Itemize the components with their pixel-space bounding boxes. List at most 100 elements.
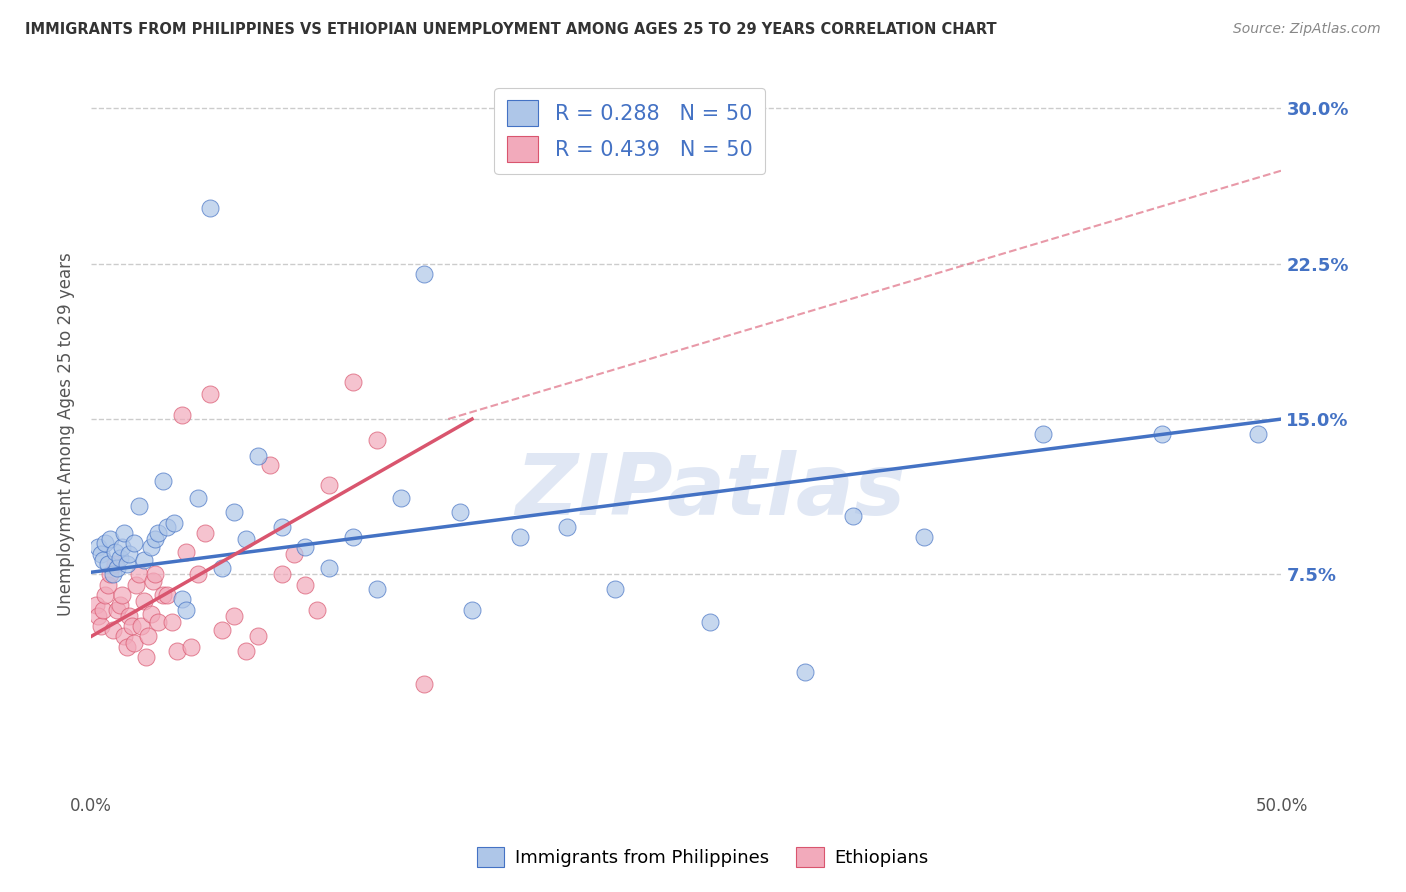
- Point: [132, 594, 155, 608]
- Point: [180, 640, 202, 654]
- Point: [129, 619, 152, 633]
- Point: [98, 532, 121, 546]
- Point: [222, 608, 245, 623]
- Point: [342, 530, 364, 544]
- Point: [128, 499, 150, 513]
- Point: [187, 567, 209, 582]
- Point: [176, 544, 198, 558]
- Text: Source: ZipAtlas.com: Source: ZipAtlas.com: [1233, 22, 1381, 37]
- Point: [132, 553, 155, 567]
- Point: [603, 582, 626, 596]
- Point: [283, 547, 305, 561]
- Point: [1152, 426, 1174, 441]
- Point: [114, 629, 136, 643]
- Point: [222, 505, 245, 519]
- Point: [413, 267, 436, 281]
- Point: [152, 588, 174, 602]
- Point: [84, 599, 107, 613]
- Text: IMMIGRANTS FROM PHILIPPINES VS ETHIOPIAN UNEMPLOYMENT AMONG AGES 25 TO 29 YEARS : IMMIGRANTS FROM PHILIPPINES VS ETHIOPIAN…: [25, 22, 997, 37]
- Point: [87, 541, 110, 555]
- Point: [198, 201, 221, 215]
- Point: [115, 557, 138, 571]
- Point: [794, 665, 817, 679]
- Point: [211, 624, 233, 638]
- Point: [91, 602, 114, 616]
- Point: [449, 505, 471, 519]
- Point: [121, 619, 143, 633]
- Point: [108, 550, 131, 565]
- Point: [115, 640, 138, 654]
- Point: [145, 567, 167, 582]
- Point: [1032, 426, 1054, 441]
- Point: [318, 561, 340, 575]
- Point: [104, 557, 127, 571]
- Point: [97, 557, 120, 571]
- Point: [198, 387, 221, 401]
- Point: [389, 491, 412, 505]
- Point: [461, 602, 484, 616]
- Point: [342, 375, 364, 389]
- Point: [170, 592, 193, 607]
- Point: [307, 602, 329, 616]
- Point: [246, 450, 269, 464]
- Point: [555, 519, 578, 533]
- Point: [122, 635, 145, 649]
- Point: [294, 541, 316, 555]
- Point: [94, 536, 117, 550]
- Point: [114, 525, 136, 540]
- Point: [90, 619, 112, 633]
- Point: [104, 544, 127, 558]
- Point: [135, 650, 157, 665]
- Point: [128, 567, 150, 582]
- Text: ZIPatlas: ZIPatlas: [515, 450, 905, 533]
- Point: [211, 561, 233, 575]
- Point: [105, 561, 128, 575]
- Point: [91, 553, 114, 567]
- Point: [842, 509, 865, 524]
- Point: [105, 602, 128, 616]
- Point: [136, 629, 159, 643]
- Point: [699, 615, 721, 629]
- Point: [166, 644, 188, 658]
- Point: [270, 519, 292, 533]
- Point: [270, 567, 292, 582]
- Point: [94, 588, 117, 602]
- Point: [156, 519, 179, 533]
- Point: [146, 615, 169, 629]
- Point: [413, 677, 436, 691]
- Point: [146, 525, 169, 540]
- Point: [366, 582, 388, 596]
- Point: [125, 577, 148, 591]
- Legend: Immigrants from Philippines, Ethiopians: Immigrants from Philippines, Ethiopians: [470, 839, 936, 874]
- Point: [139, 541, 162, 555]
- Point: [1246, 426, 1268, 441]
- Point: [194, 525, 217, 540]
- Point: [101, 567, 124, 582]
- Point: [509, 530, 531, 544]
- Point: [108, 599, 131, 613]
- Point: [111, 588, 134, 602]
- Point: [294, 577, 316, 591]
- Point: [235, 532, 257, 546]
- Point: [912, 530, 935, 544]
- Point: [163, 516, 186, 530]
- Point: [152, 474, 174, 488]
- Point: [139, 607, 162, 621]
- Point: [101, 624, 124, 638]
- Point: [235, 644, 257, 658]
- Point: [318, 478, 340, 492]
- Point: [156, 588, 179, 602]
- Point: [142, 574, 165, 588]
- Point: [97, 577, 120, 591]
- Point: [87, 608, 110, 623]
- Point: [176, 602, 198, 616]
- Legend: R = 0.288   N = 50, R = 0.439   N = 50: R = 0.288 N = 50, R = 0.439 N = 50: [495, 87, 765, 174]
- Point: [118, 608, 141, 623]
- Y-axis label: Unemployment Among Ages 25 to 29 years: Unemployment Among Ages 25 to 29 years: [58, 252, 75, 616]
- Point: [170, 408, 193, 422]
- Point: [98, 567, 121, 582]
- Point: [246, 629, 269, 643]
- Point: [122, 536, 145, 550]
- Point: [118, 547, 141, 561]
- Point: [366, 433, 388, 447]
